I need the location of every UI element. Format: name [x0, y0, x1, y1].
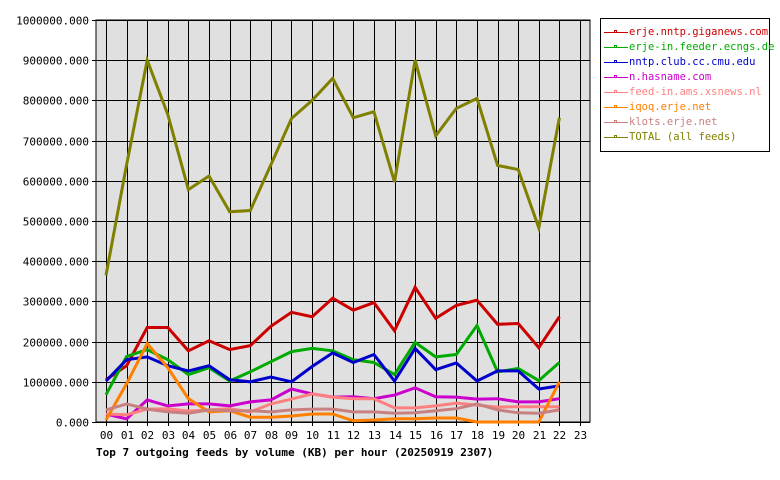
- series-line: [105, 284, 561, 382]
- legend-item: erje.nntp.giganews.com: [601, 24, 769, 39]
- x-tick-label: 15: [409, 429, 422, 442]
- legend-label: erje-in.feeder.ecngs.de: [629, 40, 775, 53]
- y-tick-label: 600000.000: [23, 176, 89, 189]
- legend-label: TOTAL (all feeds): [629, 130, 737, 143]
- y-tick-label: 900000.000: [23, 55, 89, 68]
- x-tick-label: 12: [347, 429, 360, 442]
- legend-line-icon: [604, 117, 628, 127]
- x-tick-label: 20: [512, 429, 525, 442]
- x-tick-label: 00: [100, 429, 113, 442]
- x-tick-label: 11: [327, 429, 340, 442]
- legend-line-icon: [604, 27, 628, 37]
- y-tick-label: 700000.000: [23, 136, 89, 149]
- legend-line-icon: [604, 102, 628, 112]
- legend-line-icon: [604, 57, 628, 67]
- legend-item: erje-in.feeder.ecngs.de: [601, 39, 774, 54]
- y-tick-label: 0.000: [56, 417, 89, 430]
- legend-label: erje.nntp.giganews.com: [629, 25, 769, 38]
- legend-item: feed-in.ams.xsnews.nl: [601, 84, 769, 99]
- x-tick-label: 23: [574, 429, 587, 442]
- y-axis-ticks: 0.000 100000.000 200000.000 300000.000 40000…: [16, 15, 89, 430]
- series-line: [104, 54, 561, 276]
- x-axis-ticks: 00 01 02 03 04 05 06 07 08 09 10 11 12 13 14 15 16 17 18 19…: [100, 429, 587, 442]
- x-tick-label: 19: [492, 429, 505, 442]
- x-tick-label: 18: [471, 429, 484, 442]
- x-tick-label: 13: [368, 429, 381, 442]
- y-tick-label: 800000.000: [23, 95, 89, 108]
- x-tick-label: 22: [553, 429, 566, 442]
- x-tick-label: 06: [224, 429, 237, 442]
- legend-label: iqoq.erje.net: [629, 100, 712, 113]
- legend-label: nntp.club.cc.cmu.edu: [629, 55, 756, 68]
- series-line: [104, 340, 561, 424]
- legend-line-icon: [604, 87, 628, 97]
- y-tick-label: 200000.000: [23, 337, 89, 350]
- legend-item: nntp.club.cc.cmu.edu: [601, 54, 769, 69]
- legend-line-icon: [604, 72, 628, 82]
- x-tick-label: 17: [450, 429, 463, 442]
- legend-label: n.hasname.com: [629, 70, 712, 83]
- legend: erje.nntp.giganews.com erje-in.feeder.ecn…: [600, 18, 774, 152]
- x-tick-label: 21: [533, 429, 546, 442]
- x-tick-label: 05: [203, 429, 216, 442]
- legend-item: TOTAL (all feeds): [601, 129, 769, 144]
- y-tick-label: 500000.000: [23, 216, 89, 229]
- x-tick-label: 14: [389, 429, 403, 442]
- legend-line-icon: [604, 42, 628, 52]
- legend-item: iqoq.erje.net: [601, 99, 769, 114]
- y-tick-label: 100000.000: [23, 377, 89, 390]
- series-line: [104, 345, 560, 391]
- legend-item: n.hasname.com: [601, 69, 769, 84]
- series-line: [105, 402, 560, 415]
- y-tick-label: 1000000.000: [16, 15, 89, 28]
- chart-title: Top 7 outgoing feeds by volume (KB) per …: [96, 446, 493, 459]
- x-tick-label: 02: [141, 429, 154, 442]
- y-tick-label: 300000.000: [23, 296, 89, 309]
- x-tick-label: 07: [244, 429, 257, 442]
- legend-label: feed-in.ams.xsnews.nl: [629, 85, 762, 98]
- series-lines: [104, 54, 561, 424]
- legend-item: klots.erje.net: [601, 114, 769, 129]
- x-tick-label: 03: [162, 429, 175, 442]
- legend-label: klots.erje.net: [629, 115, 718, 128]
- x-tick-label: 08: [265, 429, 278, 442]
- x-tick-label: 04: [182, 429, 196, 442]
- x-tick-label: 01: [121, 429, 134, 442]
- x-tick-label: 09: [285, 429, 298, 442]
- legend-line-icon: [604, 132, 628, 142]
- x-tick-label: 10: [306, 429, 319, 442]
- x-tick-label: 16: [430, 429, 443, 442]
- y-tick-label: 400000.000: [23, 256, 89, 269]
